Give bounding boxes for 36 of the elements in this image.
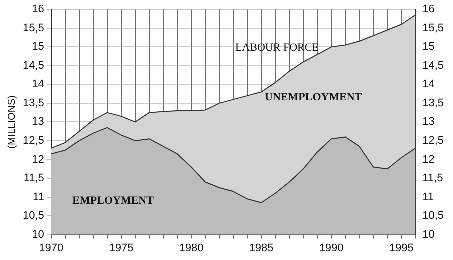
y-tick-label: 15 bbox=[32, 41, 44, 54]
y-tick-label: 14,5 bbox=[22, 60, 44, 72]
y2-tick-label: 14 bbox=[422, 78, 435, 91]
x-tick-label: 1970 bbox=[39, 242, 64, 254]
y-tick-label: 15,5 bbox=[22, 22, 44, 34]
y2-tick-label: 16 bbox=[422, 4, 435, 16]
y2-tick-label: 13 bbox=[422, 116, 435, 128]
y2-tick-label: 15 bbox=[422, 41, 435, 54]
y-axis-title: (MILLIONS) bbox=[6, 96, 18, 149]
y2-tick-label: 15,5 bbox=[422, 22, 444, 34]
y2-tick-label: 10 bbox=[422, 228, 435, 241]
y-tick-label: 10 bbox=[32, 228, 44, 241]
x-tick-label: 1995 bbox=[389, 242, 414, 254]
y2-tick-label: 11,5 bbox=[422, 172, 444, 185]
y-tick-label: 12,5 bbox=[22, 135, 44, 147]
y2-tick-label: 13,5 bbox=[422, 97, 444, 110]
x-tick-label: 1980 bbox=[179, 242, 204, 254]
y-tick-label: 12 bbox=[32, 154, 44, 166]
x-tick-label: 1985 bbox=[249, 242, 274, 254]
x-tick-label: 1975 bbox=[109, 242, 134, 254]
y2-tick-label: 12 bbox=[422, 154, 435, 166]
y-tick-label: 14 bbox=[32, 78, 44, 91]
y2-tick-label: 11 bbox=[422, 191, 434, 204]
y2-tick-label: 12,5 bbox=[422, 135, 444, 147]
y2-tick-label: 14,5 bbox=[422, 60, 444, 72]
y-tick-label: 13 bbox=[32, 116, 44, 128]
x-tick-label: 1990 bbox=[319, 242, 344, 254]
y-tick-label: 16 bbox=[32, 4, 44, 16]
y-tick-label: 11,5 bbox=[24, 172, 44, 185]
series-label: EMPLOYMENT bbox=[72, 194, 155, 207]
annotation: UNEMPLOYMENT bbox=[265, 91, 363, 104]
y-tick-label: 10,5 bbox=[22, 210, 44, 222]
y2-tick-label: 10,5 bbox=[422, 210, 444, 222]
y-tick-label: 11 bbox=[32, 191, 44, 204]
series-label: LABOUR FORCE bbox=[235, 42, 320, 54]
y-tick-label: 13,5 bbox=[22, 97, 44, 110]
